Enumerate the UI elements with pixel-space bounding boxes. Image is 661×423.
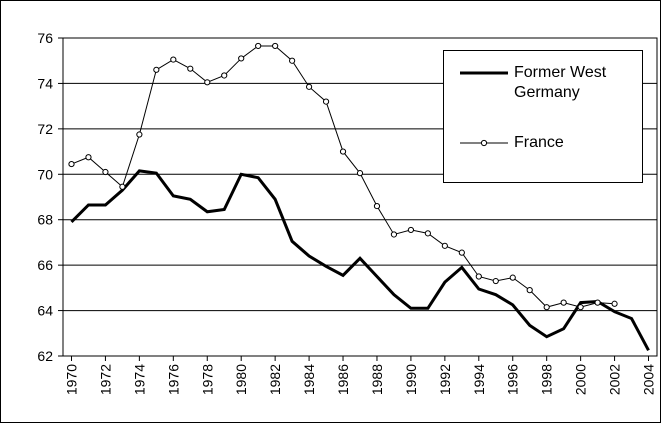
- legend-entry: Former West Germany: [444, 63, 624, 103]
- x-tick-label: 1982: [267, 364, 283, 395]
- point: [102, 168, 109, 176]
- x-tick-label: 2002: [607, 364, 623, 395]
- y-tick-label: 72: [37, 121, 53, 137]
- point: [356, 170, 364, 177]
- legend-label: Former West Germany: [514, 64, 607, 101]
- x-tick-label: 1978: [199, 364, 215, 395]
- y-tick-label: 76: [37, 30, 53, 46]
- x-tick-label: 2000: [573, 364, 589, 395]
- y-tick-label: 62: [37, 348, 53, 364]
- point: [170, 56, 177, 63]
- point: [136, 131, 143, 138]
- point: [187, 65, 194, 72]
- point: [458, 249, 465, 256]
- point: [238, 55, 245, 62]
- y-tick-label: 64: [37, 303, 53, 319]
- x-tick-label: 2004: [641, 364, 657, 395]
- x-tick-label: 1980: [233, 364, 249, 395]
- x-tick-label: 1974: [131, 364, 147, 395]
- point: [441, 242, 448, 249]
- point: [407, 226, 415, 234]
- y-tick-label: 70: [37, 166, 53, 182]
- point: [85, 154, 92, 161]
- x-tick-label: 1990: [403, 364, 419, 395]
- x-tick-label: 1998: [539, 364, 555, 395]
- x-tick-label: 1984: [301, 364, 317, 395]
- y-tick-label: 74: [37, 75, 53, 91]
- x-tick-label: 1972: [97, 364, 113, 395]
- y-tick-label: 66: [37, 257, 53, 273]
- x-tick-label: 1988: [369, 364, 385, 395]
- point: [119, 183, 126, 190]
- point: [543, 304, 550, 311]
- legend-entry: France: [444, 133, 624, 153]
- legend-marker: [480, 139, 488, 147]
- point: [424, 230, 431, 237]
- legend-swatch: [460, 139, 508, 147]
- x-tick-label: 1996: [505, 364, 521, 395]
- point: [221, 72, 228, 79]
- point: [204, 79, 211, 86]
- x-tick-label: 1976: [165, 364, 181, 395]
- point: [509, 274, 516, 281]
- point: [272, 42, 279, 50]
- point: [322, 98, 330, 105]
- x-tick-label: 1994: [471, 364, 487, 395]
- point: [373, 202, 381, 210]
- point: [611, 300, 618, 307]
- point: [289, 57, 296, 64]
- legend-swatch: [460, 71, 508, 75]
- point: [526, 287, 533, 294]
- point: [305, 83, 313, 90]
- x-tick-label: 1970: [63, 364, 79, 395]
- x-tick-label: 1986: [335, 364, 351, 395]
- series-line: [70, 169, 650, 352]
- x-tick-label: 1992: [437, 364, 453, 395]
- point: [577, 304, 584, 311]
- legend-label: France: [514, 134, 564, 151]
- point: [339, 148, 347, 155]
- legend: Former West Germany France: [443, 50, 643, 183]
- point: [153, 66, 160, 73]
- point: [594, 299, 601, 306]
- point: [475, 273, 482, 280]
- point: [255, 42, 262, 50]
- point: [492, 277, 499, 285]
- point: [68, 160, 75, 168]
- point: [560, 299, 567, 306]
- point: [390, 231, 398, 238]
- y-tick-label: 68: [37, 212, 53, 228]
